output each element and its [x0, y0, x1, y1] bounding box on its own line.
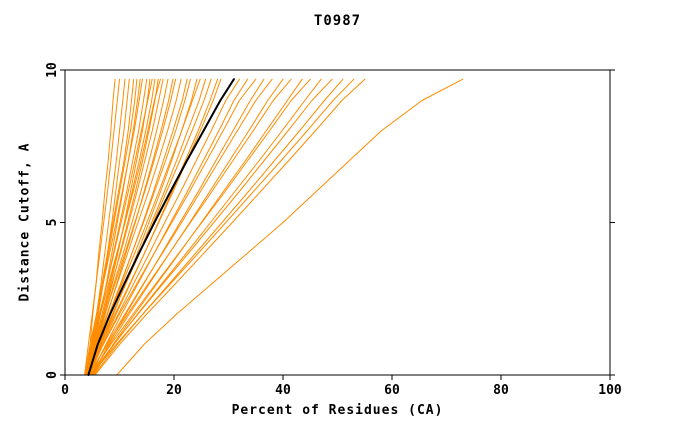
highlight-line — [87, 78, 235, 376]
model-line — [87, 78, 169, 376]
chart-title: T0987 — [313, 13, 362, 29]
model-line — [85, 78, 177, 376]
model-line — [84, 78, 143, 376]
x-tick-label: 80 — [493, 383, 509, 398]
x-tick-label: 40 — [275, 383, 291, 398]
model-line — [86, 78, 116, 376]
model-line — [86, 78, 182, 376]
model-line — [87, 78, 141, 376]
model-line — [87, 78, 207, 376]
model-line — [116, 78, 464, 376]
x-tick-label: 0 — [61, 383, 69, 398]
model-line — [90, 78, 249, 376]
model-line — [84, 78, 120, 376]
x-tick-label: 20 — [166, 383, 182, 398]
y-tick-label: 5 — [45, 219, 60, 227]
model-line — [86, 78, 257, 376]
model-line — [94, 78, 366, 376]
x-tick-label: 100 — [598, 383, 622, 398]
model-line — [85, 78, 153, 376]
model-line — [89, 78, 273, 376]
y-tick-label: 10 — [45, 62, 60, 78]
model-line — [89, 78, 311, 376]
model-line — [87, 78, 292, 376]
y-axis-label: Distance Cutoff, A — [17, 142, 33, 302]
model-line — [86, 78, 138, 376]
model-line — [87, 78, 222, 376]
y-tick-label: 0 — [45, 371, 60, 379]
model-line — [88, 78, 240, 376]
x-axis-label: Percent of Residues (CA) — [231, 403, 444, 418]
model-line — [90, 78, 355, 376]
model-line — [84, 78, 161, 376]
model-line — [90, 78, 333, 376]
model-line — [91, 78, 265, 376]
x-tick-label: 60 — [384, 383, 400, 398]
model-line — [86, 78, 164, 376]
